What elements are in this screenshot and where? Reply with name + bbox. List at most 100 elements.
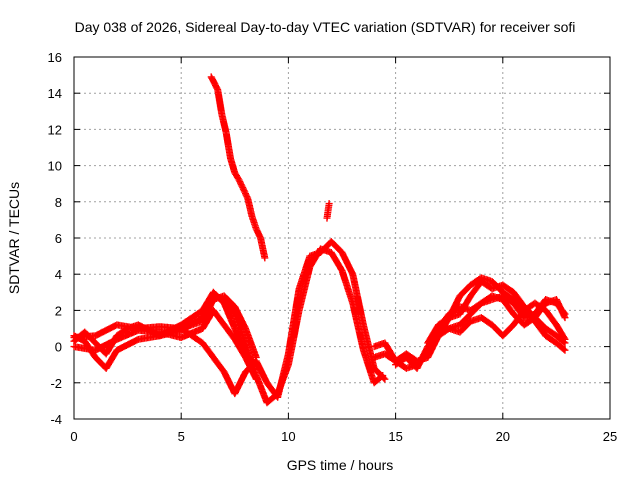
y-tick-label: 14 (48, 86, 62, 101)
data-point-run (231, 326, 249, 356)
data-point-run (323, 209, 332, 220)
data-point (252, 225, 260, 233)
data-point-run (457, 282, 474, 299)
data-point-run (543, 325, 559, 339)
data-point-run (328, 250, 345, 273)
data-point-run (232, 369, 249, 396)
data-point-run (436, 315, 452, 328)
data-point-run (324, 201, 333, 213)
data-point-run (500, 293, 516, 306)
data-point-run (510, 290, 527, 310)
data-point-run (136, 322, 162, 339)
y-tick-label: 16 (48, 50, 62, 65)
data-point-run (221, 322, 238, 342)
data-point-run (114, 325, 130, 339)
data-point-run (543, 333, 559, 346)
x-tick-label: 0 (70, 429, 77, 444)
data-point-run (349, 272, 367, 327)
data-marks (70, 73, 569, 407)
data-point-run (103, 333, 120, 356)
data-point-run (103, 348, 120, 371)
data-point-run (468, 300, 484, 317)
data-point-run (382, 340, 399, 364)
series-trace-h (392, 299, 569, 372)
data-point-run (414, 344, 431, 371)
x-tick-label: 10 (281, 429, 295, 444)
data-point-run (296, 254, 313, 291)
series-trace-k (207, 73, 269, 262)
data-point-run (489, 279, 506, 295)
data-point-run (457, 311, 474, 328)
data-point-run (360, 348, 378, 385)
data-point (561, 346, 569, 354)
y-axis-label: SDTVAR / TECUs (6, 182, 22, 294)
axis-ticks: 0 5 10 15 20 25 -4 -2 0 2 4 6 8 10 12 14 16 (48, 50, 618, 444)
data-point-run (500, 289, 516, 303)
data-point-run (232, 304, 249, 331)
data-point-run (210, 355, 227, 375)
data-point-run (553, 300, 568, 317)
data-point-run (218, 112, 230, 135)
data-point-run (339, 268, 356, 306)
data-point-run (242, 326, 260, 360)
data-point-run (199, 290, 217, 313)
y-tick-label: 2 (55, 303, 62, 318)
x-tick-label: 5 (178, 429, 185, 444)
y-tick-label: 8 (55, 195, 62, 210)
data-point-run (208, 74, 221, 92)
data-point (261, 254, 269, 262)
y-tick-label: 12 (48, 122, 62, 137)
data-point-run (285, 286, 303, 356)
data-point (252, 361, 260, 369)
y-tick-label: 6 (55, 231, 62, 246)
data-point-run (349, 301, 367, 353)
data-point-run (274, 351, 292, 400)
data-point-run (425, 322, 442, 346)
data-point-run (199, 297, 217, 324)
data-point-run (93, 322, 119, 339)
data-point (252, 375, 260, 383)
data-point-run (500, 297, 517, 317)
data-point-run (242, 355, 260, 382)
data-point-run (479, 315, 495, 328)
data-point-run (554, 340, 568, 353)
x-axis-label: GPS time / hours (287, 457, 394, 473)
data-point (252, 353, 260, 361)
series-trace-e (166, 292, 260, 361)
y-tick-label: 4 (55, 267, 62, 282)
data-point-run (446, 293, 463, 320)
data-point-run (553, 322, 568, 342)
data-point-run (179, 307, 205, 328)
data-point-run (543, 308, 559, 328)
chart-title: Day 038 of 2026, Sidereal Day-to-day VTE… (75, 19, 576, 35)
data-point-run (532, 319, 549, 338)
data-point-run (328, 239, 345, 255)
data-point-run (189, 333, 205, 346)
data-point-run (210, 308, 227, 328)
data-point (325, 200, 333, 208)
x-tick-label: 25 (603, 429, 617, 444)
y-tick-label: 10 (48, 159, 62, 174)
y-tick-label: -2 (50, 376, 62, 391)
data-point-run (243, 351, 259, 368)
data-point-run (436, 325, 452, 339)
data-point-run (510, 300, 527, 320)
data-point-run (200, 340, 216, 360)
y-tick-label: 0 (55, 340, 62, 355)
data-point-run (554, 333, 568, 346)
data-point-run (339, 250, 356, 277)
data-point-run (457, 318, 474, 335)
data-point (561, 335, 569, 343)
data-point (381, 375, 389, 383)
data-point-run (468, 279, 484, 299)
data-point-run (371, 365, 388, 382)
data-point-run (114, 336, 141, 353)
data-point-run (179, 325, 205, 341)
data-point-run (232, 170, 242, 183)
data-point-run (221, 293, 238, 310)
data-point-run (82, 329, 98, 346)
data-point-run (500, 322, 516, 339)
data-point-run (240, 187, 251, 201)
